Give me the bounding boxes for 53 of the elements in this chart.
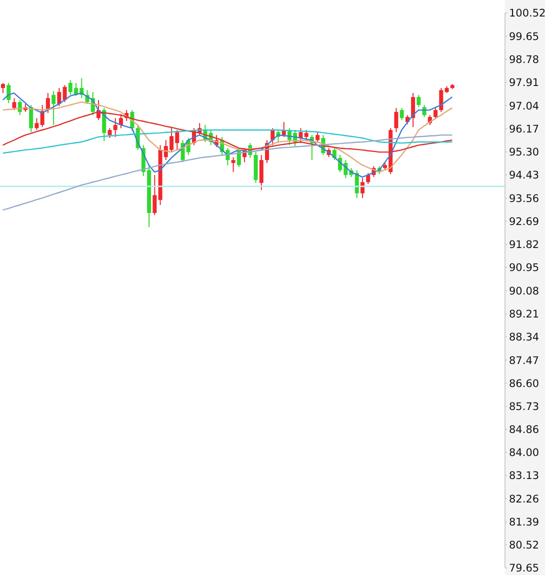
candlestick — [434, 107, 438, 120]
candlestick — [52, 90, 56, 126]
y-tick-label: 89.21 — [509, 308, 540, 320]
candlestick — [439, 87, 444, 112]
candlestick — [411, 92, 416, 128]
y-tick-label: 100.52 — [509, 8, 545, 20]
candlestick — [18, 99, 22, 116]
candlestick — [259, 154, 264, 191]
candlestick — [29, 104, 34, 133]
candlestick — [34, 118, 39, 131]
candlestick — [394, 107, 398, 133]
y-tick-label: 98.78 — [509, 54, 540, 66]
candlestick — [118, 114, 123, 129]
candlestick — [298, 128, 303, 144]
candlestick — [416, 94, 421, 108]
y-tick-label: 81.39 — [509, 516, 540, 528]
candlestick — [57, 87, 62, 107]
y-tick-label: 88.34 — [509, 332, 540, 344]
y-tick-label: 83.13 — [509, 470, 540, 482]
candlestick — [231, 156, 236, 173]
line-series — [2, 129, 453, 154]
y-tick-label: 90.08 — [509, 285, 540, 298]
candlestick — [12, 98, 16, 111]
y-tick-label: 84.00 — [509, 447, 540, 460]
y-tick-label: 97.91 — [509, 77, 540, 90]
y-tick-label: 99.65 — [509, 30, 540, 43]
candlestick — [304, 130, 308, 141]
candlestick — [400, 107, 404, 121]
y-tick-label: 87.47 — [509, 354, 540, 367]
y-tick-label: 95.30 — [509, 146, 540, 159]
line-series — [2, 134, 453, 211]
candlestick — [316, 132, 320, 144]
y-tick-label: 93.56 — [509, 192, 540, 205]
candlestick — [40, 104, 44, 128]
candlestick — [62, 84, 67, 103]
candlestick — [6, 82, 11, 104]
candlestick — [1, 82, 5, 94]
y-tick-label: 96.17 — [509, 123, 540, 136]
y-tick-label: 80.52 — [509, 540, 540, 552]
y-tick-label: 85.73 — [509, 401, 540, 414]
y-tick-label: 86.60 — [509, 378, 540, 390]
candlestick — [152, 174, 157, 216]
y-tick-label: 91.82 — [509, 239, 540, 252]
y-tick-label: 90.95 — [509, 262, 540, 274]
candlestick — [113, 118, 118, 138]
y-tick-label: 94.43 — [509, 170, 540, 182]
y-tick-label: 84.86 — [509, 424, 540, 436]
y-tick-label: 82.26 — [509, 493, 540, 506]
y-tick-label: 97.04 — [509, 100, 540, 112]
candlestick — [366, 172, 370, 184]
y-tick-label: 92.69 — [509, 216, 540, 228]
candlestick — [108, 128, 112, 138]
y-tick-label: 79.65 — [509, 562, 540, 575]
